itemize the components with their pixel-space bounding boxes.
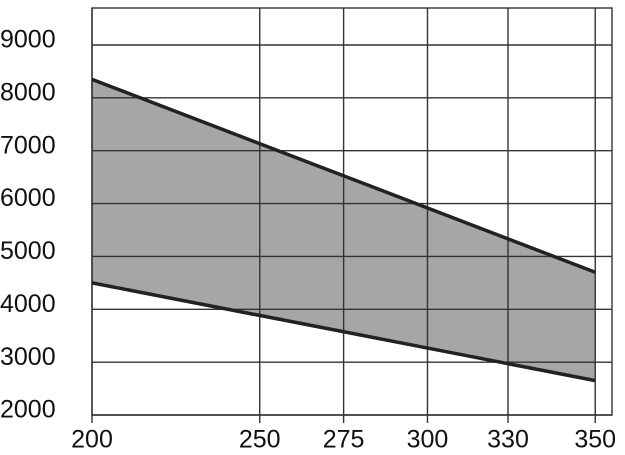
x-tick-label: 330 [487, 426, 529, 454]
y-tick-label: 4000 [0, 290, 56, 318]
x-tick-label: 250 [239, 426, 281, 454]
y-tick-label: 2000 [0, 396, 56, 424]
y-tick-label: 6000 [0, 184, 56, 212]
series-line [91, 281, 596, 383]
series-line [91, 77, 596, 274]
y-tick-label: 3000 [0, 343, 56, 371]
x-tick-label: 350 [574, 426, 616, 454]
x-tick-label: 200 [71, 426, 113, 454]
y-tick-label: 8000 [0, 78, 56, 106]
y-tick-label: 9000 [0, 26, 56, 54]
plot-border [91, 7, 613, 416]
y-tick-label: 7000 [0, 131, 56, 159]
x-tick-label: 275 [323, 426, 365, 454]
x-tick-label: 300 [407, 426, 449, 454]
y-tick-label: 5000 [0, 237, 56, 265]
